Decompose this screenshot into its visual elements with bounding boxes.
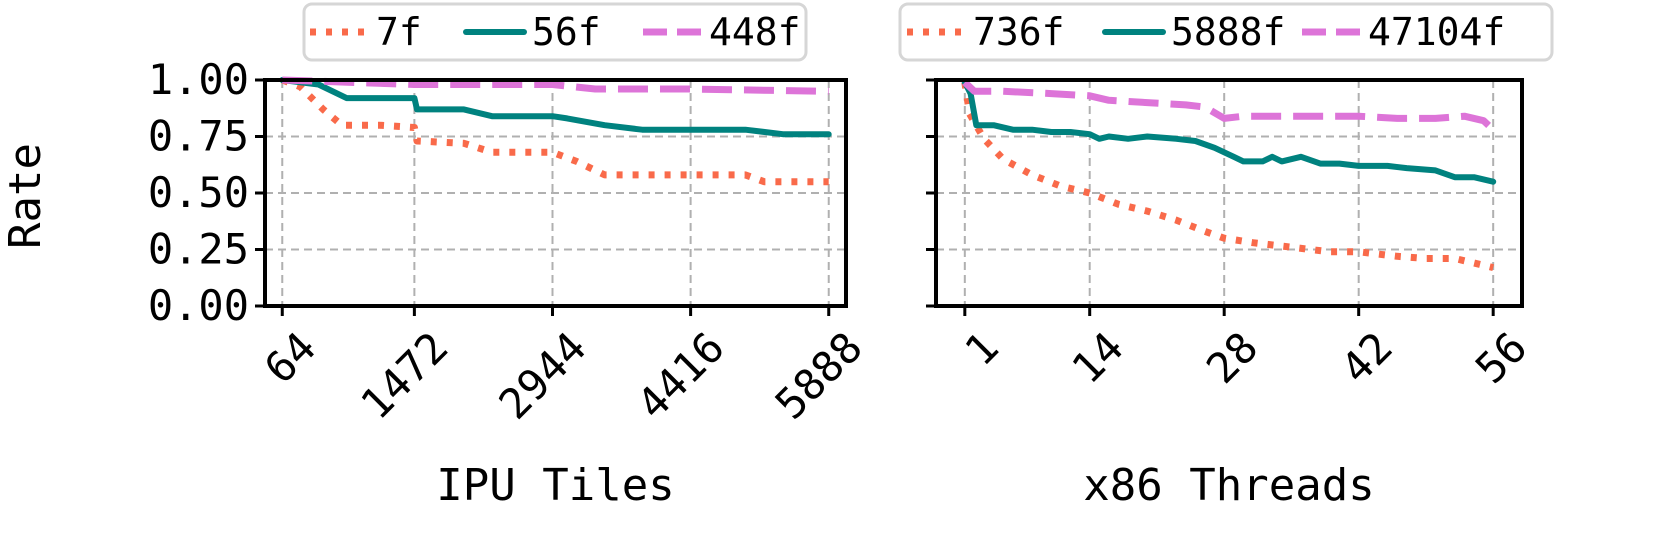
y-tick-label-3: 0.75 — [148, 112, 249, 161]
y-tick-label-4: 1.00 — [148, 55, 249, 104]
series-line-5888f — [961, 79, 1497, 185]
y-tick-label-1: 0.25 — [148, 225, 249, 274]
series-line-448f — [282, 76, 829, 95]
series-line-47104f — [962, 79, 1496, 133]
legend-label-736f: 736f — [973, 10, 1065, 54]
legend-label-448f: 448f — [709, 10, 801, 54]
series-line-56f — [279, 77, 832, 138]
x-tick-label-3: 4416 — [628, 322, 734, 428]
panel-ipu-tiles: 0.00 0.25 0.50 0.75 1.00 64 1472 2944 4416 5888 IP… — [148, 2, 872, 511]
legend-box — [898, 2, 1554, 62]
x-tick-label-2: 2944 — [489, 322, 595, 428]
y-tick-label-0: 0.00 — [148, 281, 249, 330]
panel-x86-threads: 1 14 28 42 56 x86 Threads 736f 5888f 47104f — [898, 2, 1554, 511]
x-axis-label: x86 Threads — [1083, 460, 1374, 511]
x-tick-label-0: 1 — [955, 322, 1008, 375]
y-tick-label-2: 0.50 — [148, 168, 249, 217]
x-tick-label-0: 64 — [255, 322, 325, 392]
x-tick-label-1: 1472 — [351, 322, 457, 428]
series-line-736f — [961, 81, 1495, 272]
x-axis-label: IPU Tiles — [436, 460, 674, 511]
legend-label-5888f: 5888f — [1171, 10, 1285, 54]
x-tick-label-1: 14 — [1062, 322, 1132, 392]
y-axis-label: Rate — [0, 143, 51, 249]
x-tick-label-3: 42 — [1331, 322, 1401, 392]
legend-box — [302, 2, 808, 62]
x-tick-label-4: 5888 — [766, 322, 872, 428]
x-tick-label-4: 56 — [1466, 322, 1536, 392]
legend-label-56f: 56f — [532, 10, 601, 54]
series-line-7f — [281, 76, 829, 186]
legend-label-47104f: 47104f — [1368, 10, 1505, 54]
x-tick-label-2: 28 — [1197, 322, 1267, 392]
legend-label-7f: 7f — [376, 10, 422, 54]
